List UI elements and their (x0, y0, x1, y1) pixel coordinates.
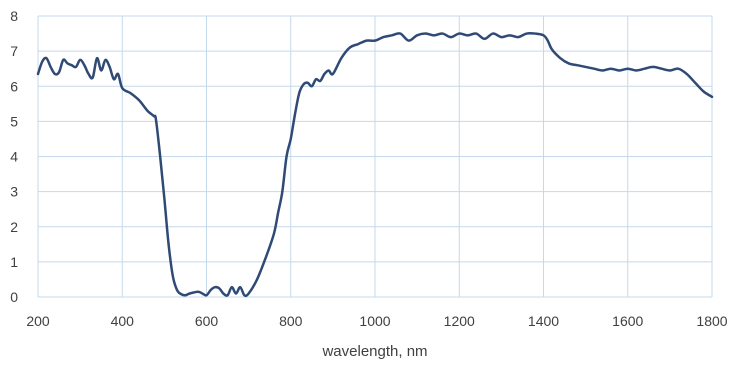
x-tick-label: 1600 (612, 313, 643, 329)
series-group (36, 31, 714, 298)
y-tick-label: 4 (10, 149, 18, 165)
y-tick-label: 2 (10, 219, 18, 235)
y-tick-label: 5 (10, 113, 18, 129)
y-tick-label: 8 (10, 8, 18, 24)
x-tick-label: 800 (279, 313, 303, 329)
x-tick-label: 1000 (359, 313, 390, 329)
y-tick-label: 3 (10, 184, 18, 200)
y-tick-label: 7 (10, 43, 18, 59)
x-tick-label: 1400 (528, 313, 559, 329)
x-tick-label: 600 (195, 313, 219, 329)
x-tick-label: 400 (111, 313, 135, 329)
y-tick-label: 6 (10, 78, 18, 94)
x-tick-label: 1200 (444, 313, 475, 329)
x-tick-label: 1800 (696, 313, 727, 329)
series-line (36, 31, 714, 298)
x-tick-labels: 200 400 600 800 1000 1200 1400 1600 1800 (26, 313, 727, 329)
y-tick-label: 1 (10, 254, 18, 270)
x-tick-label: 200 (26, 313, 50, 329)
x-axis-title: wavelength, nm (321, 343, 427, 360)
y-tick-label: 0 (10, 289, 18, 305)
y-tick-labels: 0 1 2 3 4 5 6 7 8 (10, 8, 18, 305)
